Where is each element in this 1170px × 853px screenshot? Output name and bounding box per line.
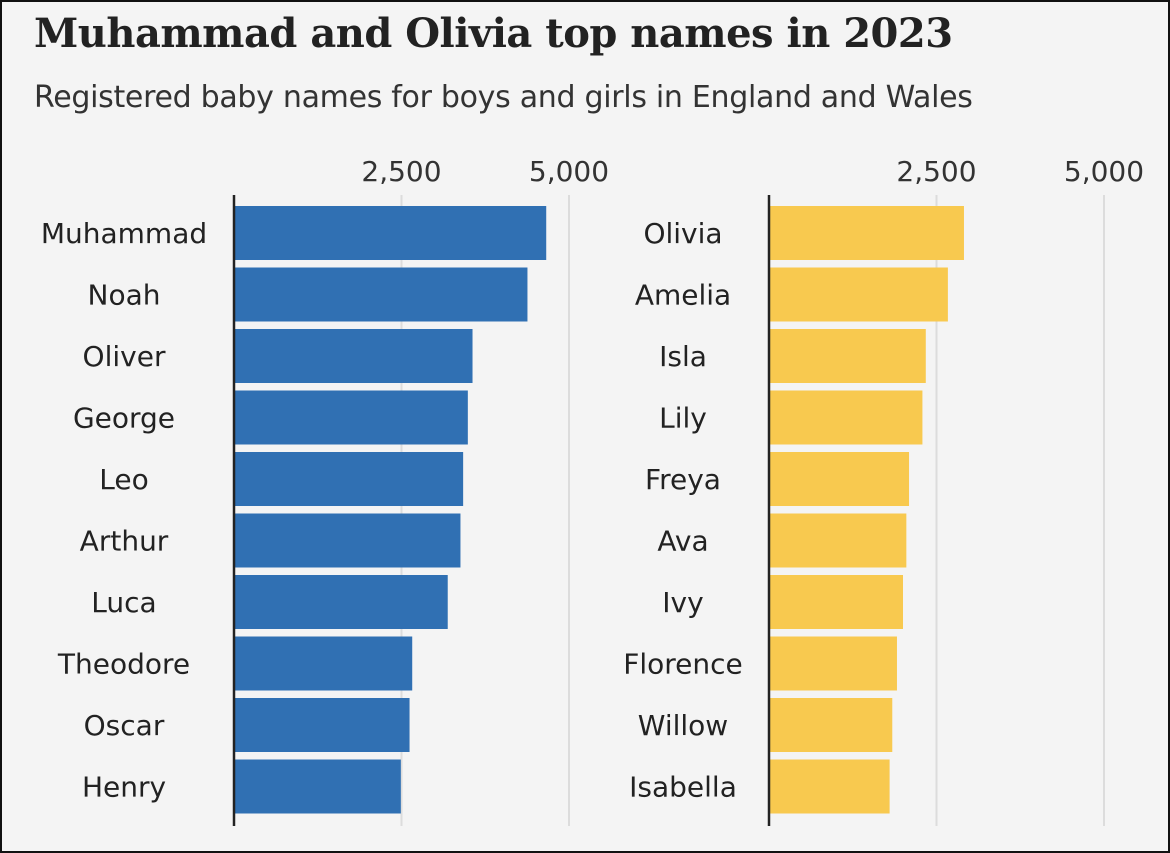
right-category-label-lily: Lily bbox=[659, 402, 707, 435]
right-category-label-isabella: Isabella bbox=[629, 771, 737, 804]
right-bar-isabella bbox=[769, 759, 890, 814]
left-category-label-oscar: Oscar bbox=[84, 709, 165, 742]
chart-title: Muhammad and Olivia top names in 2023 bbox=[34, 10, 953, 57]
right-bar-lily bbox=[769, 390, 923, 445]
right-bar-florence bbox=[769, 636, 897, 691]
left-tick-label-2500: 2,500 bbox=[361, 155, 441, 188]
left-category-label-george: George bbox=[73, 402, 175, 435]
left-bar-theodore bbox=[234, 636, 413, 691]
left-bar-arthur bbox=[234, 513, 461, 568]
right-bar-isla bbox=[769, 329, 926, 383]
right-category-label-ivy: Ivy bbox=[662, 586, 703, 619]
right-bar-amelia bbox=[769, 267, 948, 322]
right-category-label-olivia: Olivia bbox=[643, 217, 722, 250]
right-category-label-freya: Freya bbox=[645, 463, 721, 496]
right-category-label-ava: Ava bbox=[657, 525, 708, 558]
chart-subtitle: Registered baby names for boys and girls… bbox=[34, 80, 973, 115]
right-category-label-isla: Isla bbox=[659, 340, 707, 373]
left-bar-luca bbox=[234, 575, 448, 629]
left-bar-noah bbox=[234, 267, 528, 322]
right-bar-ivy bbox=[769, 575, 903, 629]
left-category-label-arthur: Arthur bbox=[80, 525, 169, 558]
left-bar-george bbox=[234, 390, 468, 445]
left-category-label-luca: Luca bbox=[91, 586, 156, 619]
left-bar-muhammad bbox=[234, 206, 547, 260]
right-category-label-amelia: Amelia bbox=[635, 279, 731, 312]
left-category-label-theodore: Theodore bbox=[57, 648, 190, 681]
left-tick-label-5000: 5,000 bbox=[529, 155, 609, 188]
left-category-label-noah: Noah bbox=[88, 279, 161, 312]
right-tick-label-2500: 2,500 bbox=[896, 155, 976, 188]
left-category-label-muhammad: Muhammad bbox=[41, 217, 207, 250]
right-category-label-florence: Florence bbox=[623, 648, 743, 681]
right-category-label-willow: Willow bbox=[638, 709, 728, 742]
left-bar-oliver bbox=[234, 329, 473, 383]
right-bar-freya bbox=[769, 452, 910, 506]
left-bar-leo bbox=[234, 452, 464, 506]
right-tick-label-5000: 5,000 bbox=[1064, 155, 1144, 188]
left-category-label-leo: Leo bbox=[99, 463, 148, 496]
left-bar-henry bbox=[234, 759, 401, 814]
left-bar-oscar bbox=[234, 698, 410, 752]
left-category-label-oliver: Oliver bbox=[83, 340, 166, 373]
right-bar-willow bbox=[769, 698, 893, 752]
left-category-label-henry: Henry bbox=[82, 771, 166, 804]
right-bar-ava bbox=[769, 513, 907, 568]
right-bar-olivia bbox=[769, 206, 964, 260]
